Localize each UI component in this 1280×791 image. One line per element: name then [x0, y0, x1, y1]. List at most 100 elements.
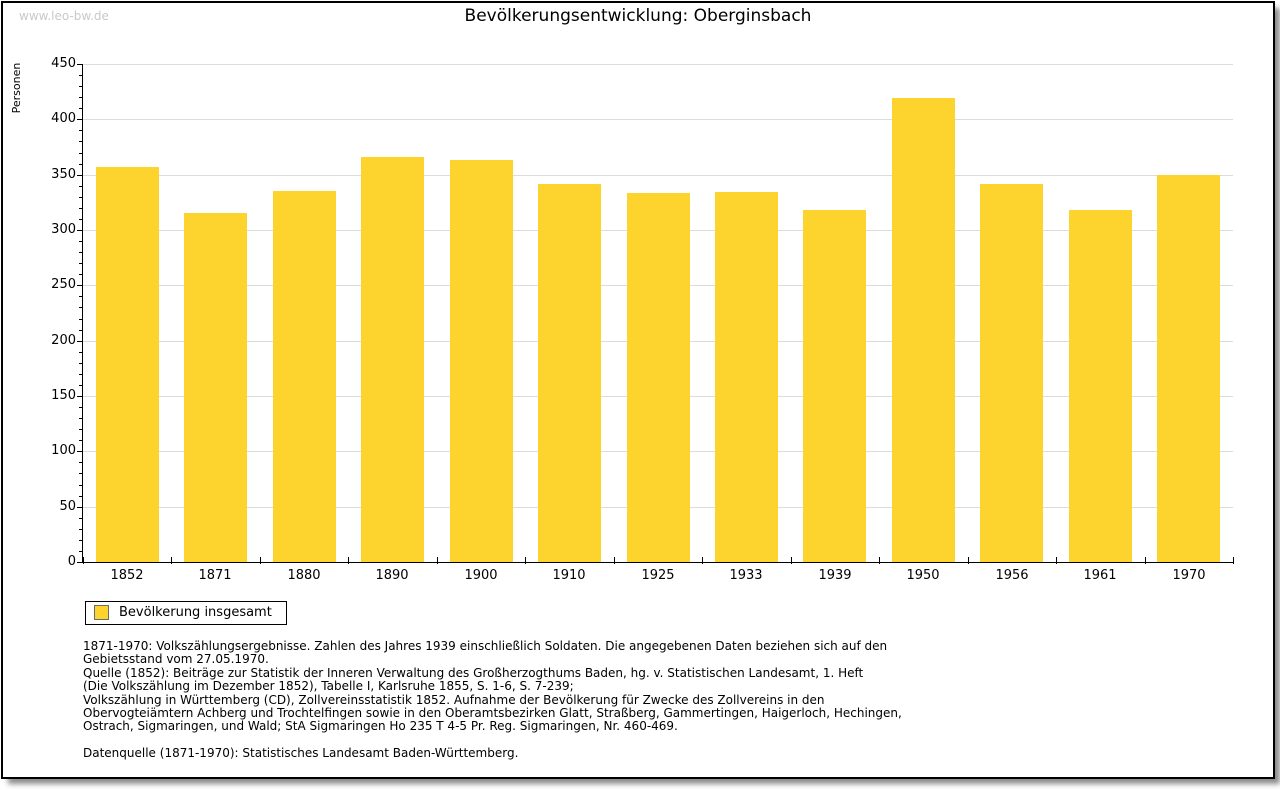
y-tick-label-100: 100 [51, 443, 76, 458]
y-tick-mark [77, 285, 83, 286]
bar-1950 [892, 98, 955, 562]
y-tick-mark [77, 175, 83, 176]
bar-1880 [273, 191, 336, 562]
y-tick-mark [79, 440, 83, 441]
x-tick-mark [171, 557, 172, 564]
y-tick-mark [79, 219, 83, 220]
y-tick-mark [79, 241, 83, 242]
note-line: Gebietsstand vom 27.05.1970. [83, 652, 269, 667]
bar-1956 [980, 184, 1043, 562]
chart-frame: www.leo-bw.de Bevölkerungsentwicklung: O… [1, 1, 1275, 779]
x-tick-mark [348, 557, 349, 564]
x-tick-label-1900: 1900 [464, 568, 498, 583]
x-tick-mark [968, 557, 969, 564]
x-tick-mark [614, 557, 615, 564]
bar-1890 [361, 157, 424, 562]
y-tick-label-400: 400 [51, 111, 76, 126]
legend: Bevölkerung insgesamt [85, 601, 287, 625]
y-tick-mark [79, 473, 83, 474]
y-tick-mark [77, 341, 83, 342]
y-tick-mark [79, 429, 83, 430]
x-tick-mark [437, 557, 438, 564]
gridline-350 [83, 175, 1233, 176]
y-tick-mark [79, 385, 83, 386]
y-tick-mark [79, 418, 83, 419]
bar-1871 [184, 213, 247, 562]
x-tick-label-1890: 1890 [375, 568, 409, 583]
bar-1925 [627, 193, 690, 562]
y-tick-mark [79, 407, 83, 408]
y-tick-mark [77, 451, 83, 452]
watermark: www.leo-bw.de [19, 9, 109, 23]
y-tick-label-250: 250 [51, 277, 76, 292]
x-tick-label-1939: 1939 [818, 568, 852, 583]
x-tick-mark [1233, 557, 1234, 564]
x-tick-label-1970: 1970 [1172, 568, 1206, 583]
x-tick-mark [525, 557, 526, 564]
y-tick-mark [79, 263, 83, 264]
legend-label: Bevölkerung insgesamt [119, 605, 272, 620]
x-tick-label-1910: 1910 [552, 568, 586, 583]
y-tick-mark [77, 64, 83, 65]
gridline-450 [83, 64, 1233, 65]
x-tick-label-1933: 1933 [729, 568, 763, 583]
y-tick-label-0: 0 [67, 554, 76, 569]
y-tick-mark [79, 186, 83, 187]
source-notes: 1871-1970: Volkszählungsergebnisse. Zahl… [83, 639, 902, 734]
bar-1970 [1157, 175, 1220, 562]
y-tick-mark [79, 363, 83, 364]
x-tick-label-1961: 1961 [1083, 568, 1117, 583]
y-tick-mark [79, 462, 83, 463]
y-tick-mark [79, 86, 83, 87]
y-tick-mark [79, 197, 83, 198]
x-tick-mark [791, 557, 792, 564]
y-tick-label-200: 200 [51, 333, 76, 348]
bar-1933 [715, 192, 778, 562]
y-tick-mark [77, 562, 83, 563]
y-tick-mark [79, 252, 83, 253]
legend-swatch-icon [94, 605, 109, 620]
y-tick-mark [79, 296, 83, 297]
y-tick-mark [79, 551, 83, 552]
note-line: Ostrach, Sigmaringen, und Wald; StA Sigm… [83, 719, 678, 734]
y-tick-mark [79, 485, 83, 486]
x-tick-mark [1145, 557, 1146, 564]
y-tick-label-450: 450 [51, 56, 76, 71]
bar-1852 [96, 167, 159, 562]
x-tick-label-1880: 1880 [287, 568, 321, 583]
y-tick-mark [79, 75, 83, 76]
y-tick-mark [79, 97, 83, 98]
y-tick-mark [77, 507, 83, 508]
bar-1961 [1069, 210, 1132, 562]
x-tick-mark [702, 557, 703, 564]
note-line: (Die Volkszählung im Dezember 1852), Tab… [83, 679, 574, 694]
datasource-line: Datenquelle (1871-1970): Statistisches L… [83, 746, 519, 760]
x-tick-mark [879, 557, 880, 564]
y-tick-mark [79, 130, 83, 131]
y-tick-mark [77, 230, 83, 231]
x-tick-mark [83, 557, 84, 564]
bar-1900 [450, 160, 513, 562]
note-line: 1871-1970: Volkszählungsergebnisse. Zahl… [83, 639, 888, 653]
y-tick-mark [79, 330, 83, 331]
x-tick-label-1871: 1871 [198, 568, 232, 583]
y-tick-mark [79, 153, 83, 154]
y-tick-mark [79, 540, 83, 541]
y-tick-mark [79, 374, 83, 375]
y-tick-mark [77, 396, 83, 397]
y-tick-mark [77, 119, 83, 120]
y-tick-label-350: 350 [51, 167, 76, 182]
y-axis-label: Personen [10, 62, 23, 114]
y-tick-label-150: 150 [51, 388, 76, 403]
x-tick-mark [1056, 557, 1057, 564]
x-tick-label-1925: 1925 [641, 568, 675, 583]
y-axis-line [82, 64, 83, 563]
x-tick-label-1950: 1950 [906, 568, 940, 583]
note-line: Quelle (1852): Beiträge zur Statistik de… [83, 665, 864, 680]
note-line: Volkszählung in Württemberg (CD), Zollve… [83, 692, 825, 707]
x-tick-label-1956: 1956 [995, 568, 1029, 583]
y-tick-label-300: 300 [51, 222, 76, 237]
plot-area [83, 64, 1233, 563]
bar-1910 [538, 184, 601, 562]
page-title: Bevölkerungsentwicklung: Oberginsbach [464, 6, 812, 26]
